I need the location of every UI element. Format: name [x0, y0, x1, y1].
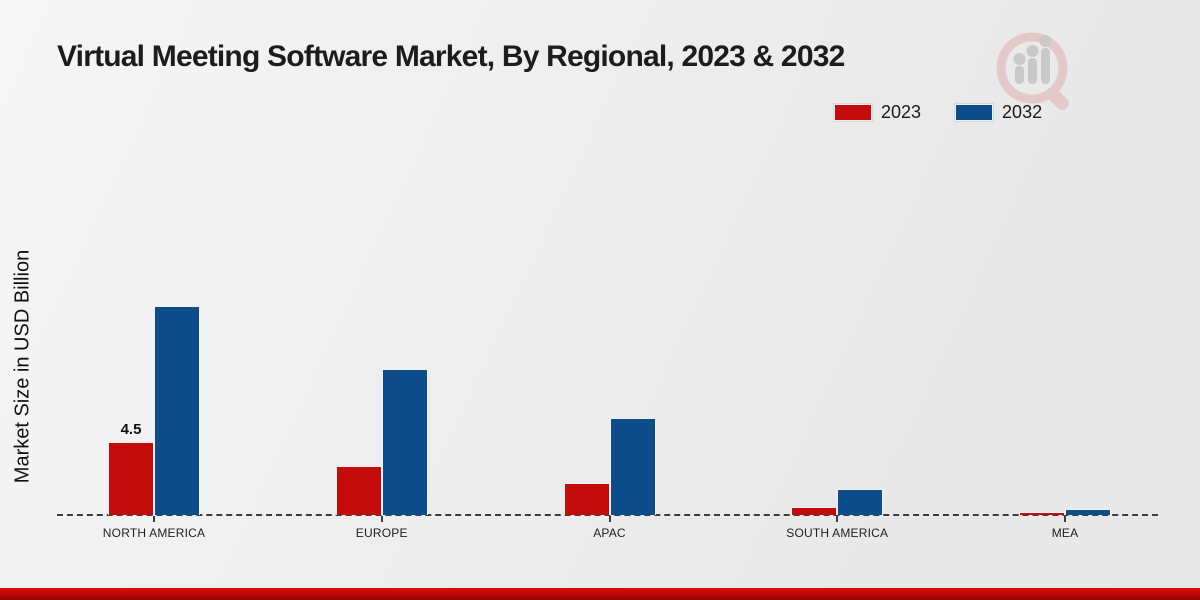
bar-2032-mea: [1065, 508, 1111, 515]
category-label-mea: MEA: [1051, 526, 1079, 540]
x-axis-tick: [836, 516, 839, 522]
category-label-south-america: SOUTH AMERICA: [786, 526, 889, 540]
chart-title: Virtual Meeting Software Market, By Regi…: [57, 40, 845, 73]
bar-2032-south-america: [837, 489, 884, 515]
footer-accent-bar: [0, 588, 1200, 600]
bar-2023-europe: [335, 466, 382, 515]
x-axis-tick: [380, 516, 383, 522]
legend: 2023 2032: [834, 102, 1042, 123]
legend-label: 2032: [1002, 102, 1043, 122]
bar-2023-north-america: [108, 442, 154, 515]
legend-swatch-2023: [834, 104, 872, 121]
legend-label: 2023: [881, 102, 922, 122]
bar-2023-apac: [563, 482, 610, 515]
bar-2032-europe: [381, 369, 428, 515]
bar-2023-mea: [1019, 511, 1065, 515]
legend-item-2032: 2032: [955, 102, 1042, 123]
bar-2032-north-america: [154, 306, 200, 515]
zero-baseline: [57, 514, 1158, 516]
category-label-apac: APAC: [593, 526, 626, 540]
legend-item-2023: 2023: [834, 102, 921, 123]
magnifier-bar-chart-logo-icon: [996, 32, 1069, 111]
bar-2032-apac: [609, 417, 656, 515]
category-label-north-america: NORTH AMERICA: [102, 526, 206, 540]
category-label-europe: EUROPE: [355, 526, 408, 540]
x-axis-tick: [608, 516, 611, 522]
legend-swatch-2032: [955, 104, 994, 121]
x-axis-tick: [1064, 516, 1066, 522]
x-axis-tick: [153, 516, 155, 522]
bar-2023-south-america: [791, 506, 838, 515]
data-label-2023: 4.5: [120, 421, 142, 439]
